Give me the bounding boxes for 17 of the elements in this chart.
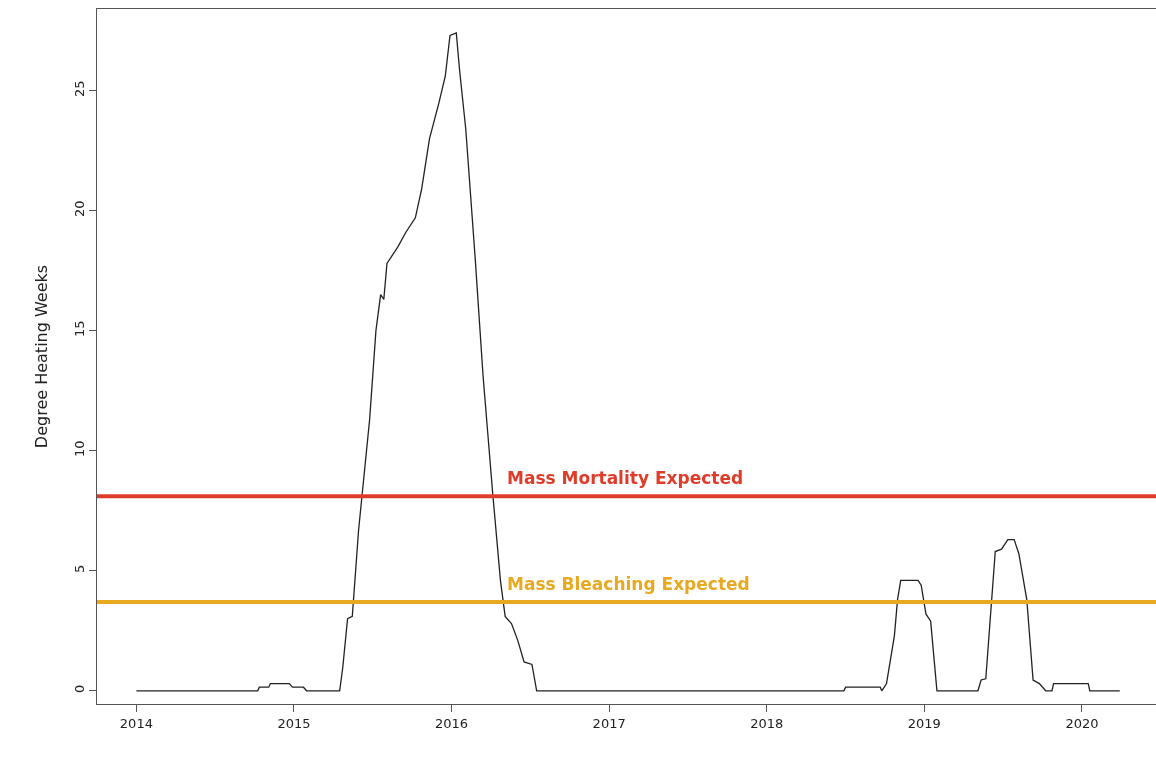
x-tick-label: 2015 <box>277 715 311 731</box>
y-tick-label: 10 <box>71 440 87 458</box>
x-tick-label: 2017 <box>592 715 626 731</box>
line-series <box>135 32 1121 692</box>
y-tick-label: 25 <box>71 80 87 97</box>
ref-line-label: Mass Bleaching Expected <box>507 574 750 594</box>
y-tick-label: 15 <box>71 320 87 338</box>
ref-line-label: Mass Mortality Expected <box>507 468 744 488</box>
x-tick-label: 2016 <box>435 715 469 731</box>
x-tick-label: 2020 <box>1065 715 1099 731</box>
x-tick-label: 2019 <box>907 715 941 731</box>
x-tick-label: 2014 <box>119 715 153 731</box>
y-tick-label: 5 <box>71 564 87 573</box>
y-tick-label: 0 <box>71 684 87 693</box>
x-tick-label: 2018 <box>750 715 784 731</box>
y-tick-label: 20 <box>71 200 87 217</box>
y-axis-title: Degree Heating Weeks <box>31 264 51 449</box>
